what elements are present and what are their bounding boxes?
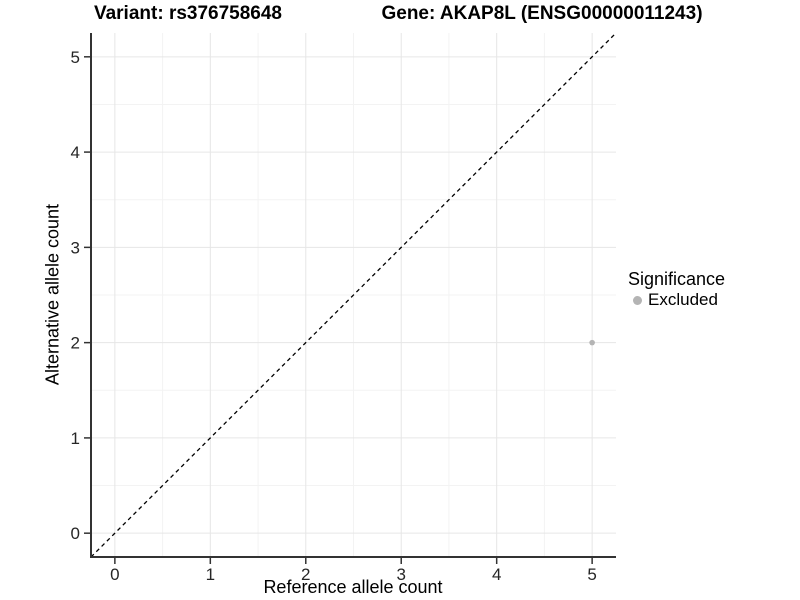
x-tick-label: 1 — [206, 565, 215, 584]
x-axis-title: Reference allele count — [263, 577, 443, 597]
legend-title: Significance — [628, 269, 726, 289]
y-tick-label: 4 — [71, 143, 80, 162]
y-tick-label: 0 — [71, 524, 80, 543]
y-tick-label: 1 — [71, 429, 80, 448]
excluded-point-icon — [633, 295, 642, 305]
x-tick-label: 0 — [110, 565, 119, 584]
variant-title: Variant: rs376758648 — [93, 3, 283, 24]
legend: Significance Excluded — [628, 269, 725, 310]
legend-item-label: Excluded — [648, 290, 718, 309]
x-tick-label: 4 — [492, 565, 501, 584]
y-tick-label: 3 — [71, 238, 80, 257]
gene-title: Gene: AKAP8L (ENSG00000011243) — [381, 3, 703, 24]
y-axis-title: Alternative allele count — [42, 203, 63, 386]
x-tick-label: 2 — [301, 565, 310, 584]
x-tick-label: 5 — [587, 565, 596, 584]
y-tick-label: 2 — [71, 334, 80, 353]
data-point — [589, 339, 595, 346]
y-tick-label: 5 — [71, 48, 80, 67]
identity-line — [90, 32, 617, 558]
x-tick-label: 3 — [396, 565, 405, 584]
legend-item: Excluded — [628, 290, 725, 310]
